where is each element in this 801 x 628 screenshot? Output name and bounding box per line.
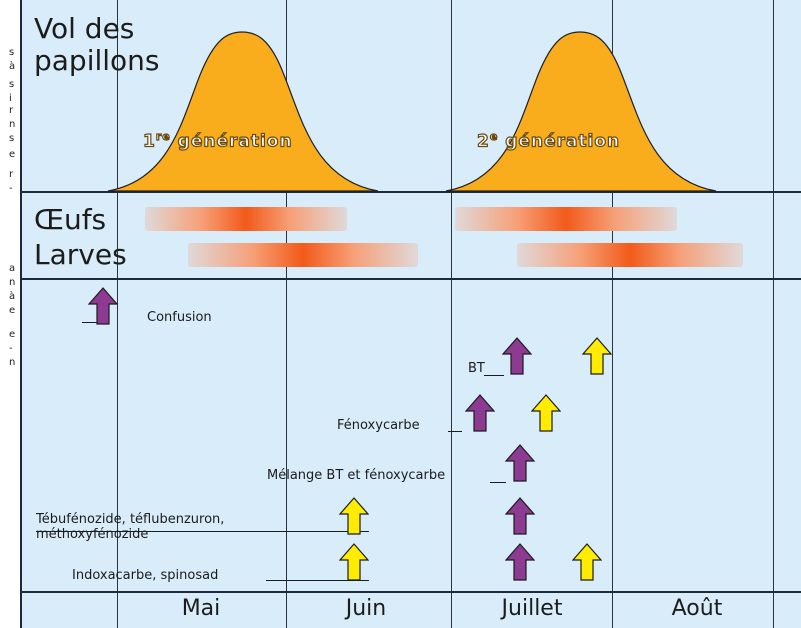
cropped-margin-char: i — [9, 93, 12, 104]
cropped-margin-char: n — [9, 357, 16, 368]
divider-may-start — [117, 0, 118, 628]
treatment-tebufenozide-line1: Tébufénozide, téflubenzuron, — [36, 512, 225, 527]
month-label-july: Juillet — [501, 596, 563, 621]
eggs-label: Œufs — [34, 203, 107, 236]
cropped-margin-char: e — [9, 305, 16, 316]
eggs-bar-first-generation — [145, 207, 347, 231]
leader-line-confusion — [82, 322, 100, 323]
separator-months-top — [20, 591, 801, 593]
arrow-melange-july — [505, 444, 535, 482]
arrow-tebufenozide-july — [505, 497, 535, 535]
larvae-bar-first-generation — [188, 243, 418, 267]
treatment-fenoxycarbe: Fénoxycarbe — [337, 418, 420, 433]
divider-july-mid — [612, 0, 613, 628]
second-generation-sup: e — [489, 129, 499, 143]
cropped-margin-char: n — [9, 277, 16, 288]
divider-june-start — [286, 0, 287, 628]
cropped-margin-char: à — [9, 61, 16, 72]
flight-label-line2: papillons — [34, 44, 160, 77]
eggs-bar-second-generation — [455, 207, 677, 231]
cropped-margin-char: e — [9, 149, 16, 160]
flight-curve-first-generation — [107, 31, 379, 192]
cropped-margin-char: s — [9, 133, 15, 144]
leader-line-indoxacarbe — [266, 580, 369, 581]
cropped-margin-char: a — [9, 263, 16, 274]
arrow-indoxacarbe-july — [505, 543, 535, 581]
cropped-margin-char: e — [9, 329, 16, 340]
first-generation-sup: re — [155, 129, 171, 143]
cropped-margin-char: s — [9, 47, 15, 58]
cropped-margin-char: n — [9, 119, 16, 130]
flight-curve-second-generation — [445, 31, 717, 192]
arrow-bt-late-july — [582, 337, 612, 375]
arrow-confusion — [88, 287, 118, 325]
first-generation-number: 1 — [142, 131, 156, 152]
arrow-bt-july — [502, 337, 532, 375]
larvae-label: Larves — [34, 238, 127, 271]
arrow-indoxacarbe-late-july — [572, 543, 602, 581]
cropped-margin-char: r — [9, 169, 14, 180]
treatment-tebufenozide-line2: méthoxyfénozide — [36, 527, 149, 542]
cropped-margin-char: - — [9, 343, 13, 354]
diagram-panel — [20, 0, 801, 628]
treatment-bt: BT — [468, 361, 485, 376]
larvae-bar-second-generation — [517, 243, 743, 267]
treatment-melange: Mélange BT et fénoxycarbe — [267, 468, 446, 483]
separator-flight-bottom — [20, 191, 801, 193]
leader-line-fenoxycarbe — [448, 431, 462, 432]
arrow-fenoxycarbe-late-july — [531, 394, 561, 432]
first-generation-text: génération — [170, 131, 293, 152]
second-generation-text: génération — [498, 131, 621, 152]
month-label-june: Juin — [345, 596, 387, 621]
separator-larvae-bottom — [20, 278, 801, 280]
month-label-may: Mai — [181, 596, 221, 621]
leader-line-tebufenozide — [36, 531, 369, 532]
cropped-margin-char: - — [9, 183, 13, 194]
arrow-tebufenozide-june — [339, 497, 369, 535]
divider-august-end — [773, 0, 774, 628]
cropped-margin-char: à — [9, 291, 16, 302]
second-generation-label: 2e génération — [476, 129, 621, 152]
divider-july-start — [451, 0, 452, 628]
flight-label-line1: Vol des — [34, 12, 135, 45]
cropped-margin-char: r — [9, 105, 14, 116]
second-generation-number: 2 — [476, 131, 490, 152]
cropped-margin-char: s — [9, 79, 15, 90]
leader-line-melange — [490, 482, 506, 483]
arrow-fenoxycarbe-july — [465, 394, 495, 432]
treatment-indoxacarbe: Indoxacarbe, spinosad — [72, 568, 219, 583]
treatment-confusion: Confusion — [147, 310, 212, 325]
month-label-august: Août — [671, 596, 723, 621]
leader-line-bt — [484, 375, 504, 376]
first-generation-label: 1re génération — [142, 129, 293, 152]
arrow-indoxacarbe-june — [339, 543, 369, 581]
